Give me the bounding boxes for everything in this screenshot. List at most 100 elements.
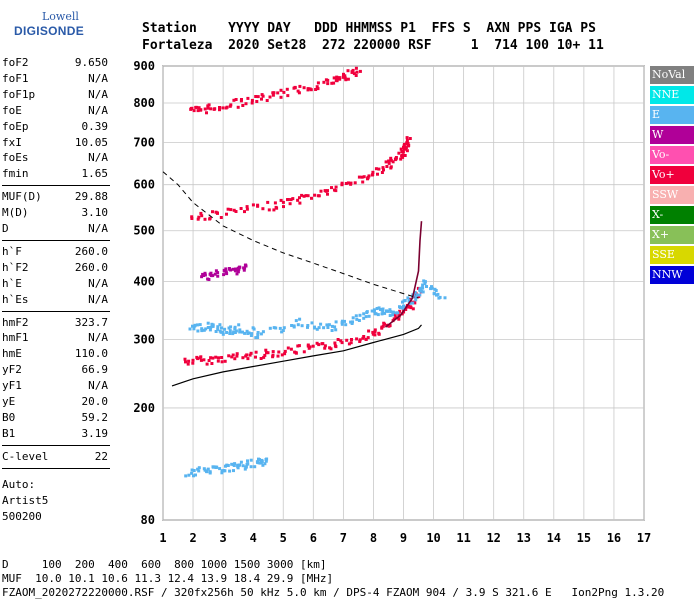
data-point [309,88,313,92]
data-point [358,69,362,73]
data-point [214,355,218,359]
data-point [350,70,354,74]
legend-item: NNE [650,86,694,104]
param-name: foF1p [2,87,36,101]
data-point [207,103,211,107]
data-point [214,269,218,273]
data-point [377,332,381,336]
data-point [196,467,200,471]
param-name: h`Es [2,292,29,306]
data-point [286,198,290,201]
legend-item: NNW [650,266,694,284]
data-point [200,214,204,218]
data-point [235,354,239,358]
data-point [306,324,310,327]
data-point [306,194,310,198]
data-point [241,104,245,107]
data-point [239,460,243,464]
data-point [389,158,393,162]
data-point [218,467,222,471]
param-separator [2,310,110,312]
data-point [346,77,350,81]
data-point [402,307,406,311]
data-point [365,311,369,314]
data-point [437,296,441,300]
data-point [206,321,210,325]
data-point [233,269,237,273]
data-point [397,317,401,321]
x-tick-label: 15 [577,531,591,545]
data-point [326,82,330,86]
data-point [334,328,338,332]
data-point [352,72,356,76]
data-point [343,319,346,323]
data-point [230,462,234,466]
data-point [358,340,362,343]
data-point [198,323,202,327]
data-point [236,463,240,467]
data-point [346,181,350,185]
legend-item: Vo- [650,146,694,164]
data-point [245,329,249,333]
data-point [310,321,314,325]
autoscaling-info: 500200 [2,509,42,523]
data-point [266,200,270,204]
data-point [367,314,371,318]
param-row: MUF(D) 29.88 [2,190,108,205]
param-name: foF1 [2,71,29,85]
param-name: M(D) [2,206,29,220]
param-separator [2,467,110,469]
data-point [396,311,400,315]
data-point [265,99,269,102]
data-point [370,309,374,313]
data-point [423,280,427,284]
data-point [289,198,293,202]
data-point [362,335,366,338]
data-point [196,109,200,113]
data-point [332,81,336,85]
data-point [190,215,194,219]
data-point [238,328,242,332]
data-point [261,207,265,211]
data-point [236,270,240,274]
data-point [257,457,260,461]
data-point [433,292,436,296]
data-point [381,166,385,170]
data-point [281,200,285,204]
data-point [326,189,329,193]
data-point [302,194,306,198]
data-point [190,217,194,220]
data-point [407,305,410,309]
data-point [235,272,239,276]
data-point [195,323,199,327]
data-point [306,325,309,329]
data-point [227,354,231,358]
data-point [249,351,253,355]
data-point [405,136,409,140]
data-point [238,330,242,334]
data-point [207,359,211,362]
data-point [208,471,212,475]
data-point [229,325,233,329]
data-point [377,306,381,310]
data-point [373,333,377,337]
station-header: Station YYYY DAY DDD HHMMSS P1 FFS S AXN… [142,20,604,54]
x-tick-label: 10 [426,531,440,545]
data-point [256,204,260,208]
data-point [361,180,365,184]
data-point [394,157,398,161]
data-point [399,147,403,151]
data-point [229,268,233,272]
data-point [260,458,264,462]
param-separator [2,239,110,241]
data-point [239,207,243,210]
data-point [222,273,226,277]
data-point [313,326,316,330]
data-point [388,314,392,317]
data-point [259,461,263,464]
data-point [183,357,187,361]
legend-item: E [650,106,694,124]
data-point [208,328,212,332]
data-point [214,466,218,469]
logo-line-lowell: Lowell [42,10,79,23]
